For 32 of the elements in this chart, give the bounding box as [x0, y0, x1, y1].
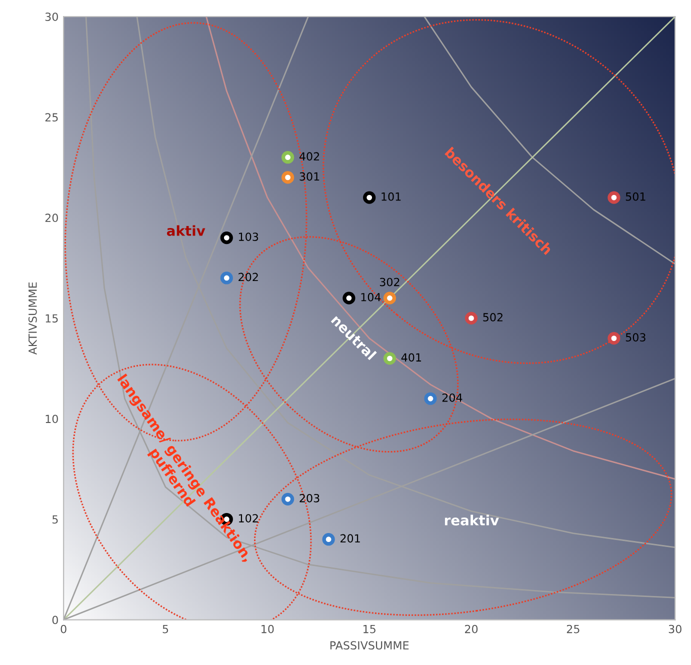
annotation: 204 [442, 393, 462, 402]
y-tick-label: 25 [45, 113, 58, 122]
x-tick-label: 10 [262, 624, 274, 634]
annotation: 302 [380, 278, 400, 286]
x-axis-title: PASSIVSUMME [330, 641, 409, 650]
annotation: 104 [361, 292, 381, 302]
annotation: 202 [238, 272, 258, 282]
x-tick-label: 5 [162, 624, 168, 634]
y-tick-label: 20 [45, 214, 58, 222]
x-tick-label: 30 [668, 624, 682, 634]
y-tick-label: 0 [52, 616, 58, 624]
annotation: 301 [300, 172, 320, 181]
annotation: 101 [382, 192, 401, 201]
x-tick-label: 0 [60, 624, 66, 634]
annotation: 502 [483, 313, 502, 322]
y-tick-label: 5 [52, 515, 58, 524]
annotation: 203 [300, 494, 320, 502]
annotation: 103 [238, 232, 258, 242]
annotation: aktiv [166, 225, 206, 236]
y-tick-label: 10 [46, 414, 58, 424]
annotation: 503 [626, 333, 646, 342]
x-tick-label: 15 [363, 624, 376, 634]
annotation: reaktiv [444, 514, 499, 526]
y-tick-label: 30 [45, 12, 58, 22]
annotation: 201 [340, 534, 360, 543]
x-tick-label: 25 [566, 624, 580, 634]
annotation: 501 [626, 192, 646, 201]
y-axis-title: AKTIVSUMME [28, 282, 37, 355]
x-tick-label: 20 [465, 624, 478, 634]
annotation: 401 [401, 353, 422, 362]
annotation: 402 [299, 152, 320, 161]
y-tick-label: 15 [46, 314, 58, 323]
